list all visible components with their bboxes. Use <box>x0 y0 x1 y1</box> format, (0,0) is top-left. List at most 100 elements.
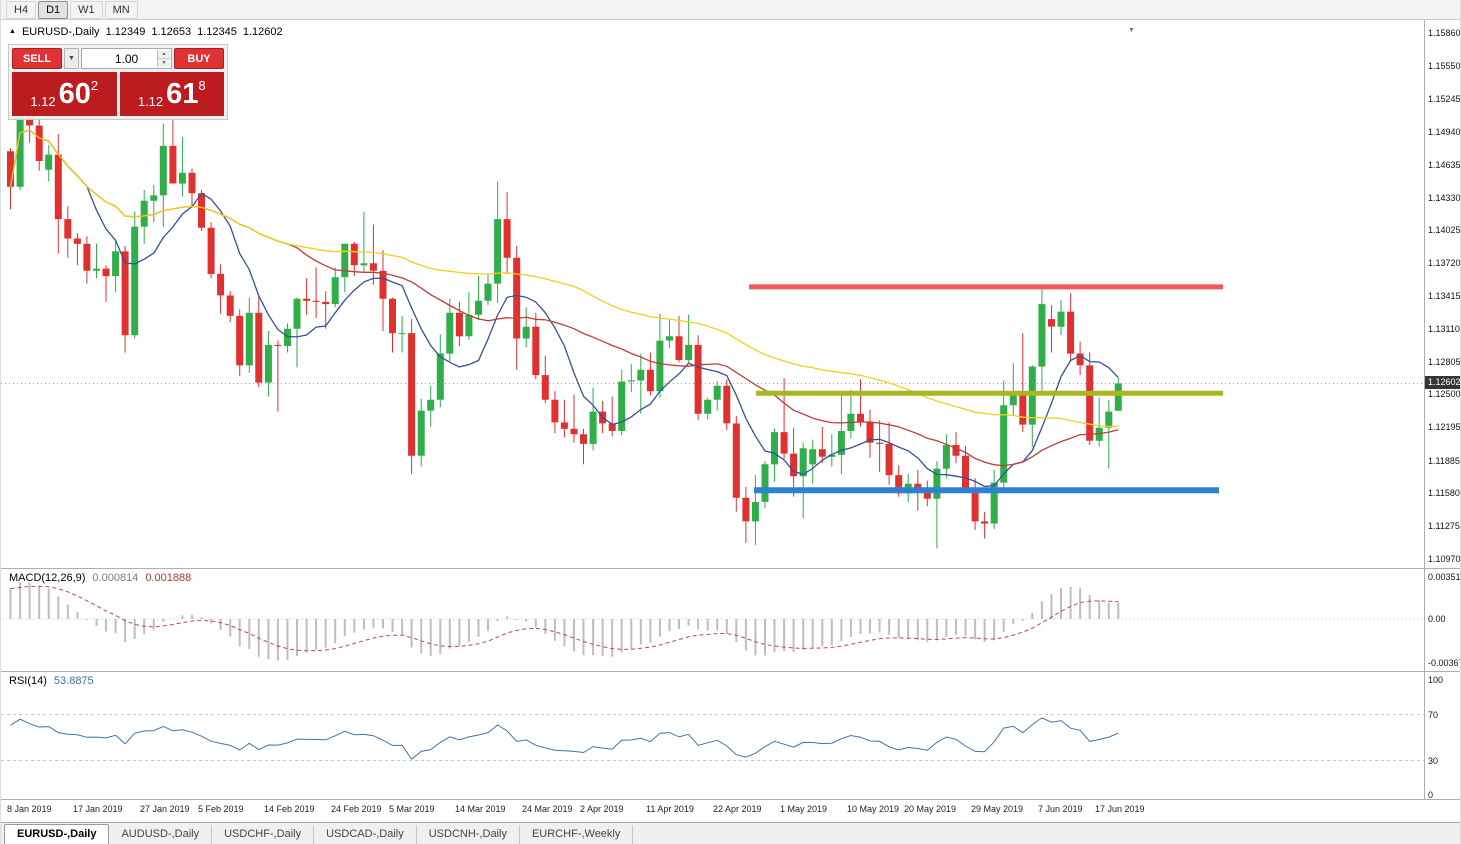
chart-tab-1[interactable]: EURUSD-,Daily <box>4 824 110 844</box>
current-price-badge: 1.12602 <box>1425 376 1460 389</box>
timeframe-button-mn[interactable]: MN <box>104 0 138 19</box>
date-axis-label: 29 May 2019 <box>971 804 1024 814</box>
rsi-name: RSI(14) <box>9 675 47 687</box>
chart-tab-2[interactable]: AUDUSD-,Daily <box>109 825 213 844</box>
price-axis-label: 1.10970 <box>1428 554 1461 564</box>
macd-axis-label: 0.003518 <box>1428 572 1461 582</box>
price-axis-label: 1.14025 <box>1428 225 1461 235</box>
ask-prefix: 1.12 <box>137 94 164 109</box>
date-axis-label: 2 Apr 2019 <box>580 804 624 814</box>
date-axis-label: 14 Mar 2019 <box>455 804 506 814</box>
date-axis-label: 7 Jun 2019 <box>1038 804 1083 814</box>
price-axis-label: 1.15860 <box>1428 28 1461 38</box>
volume-input[interactable]: 1.00 ▲ ▼ <box>81 48 172 69</box>
chart-shift-icon[interactable]: ▼ <box>1128 27 1135 34</box>
date-axis-label: 17 Jun 2019 <box>1095 804 1145 814</box>
macd-signal-line <box>10 585 1119 652</box>
down-candle-bodies <box>7 78 1094 524</box>
rsi-axis-label: 0 <box>1428 790 1434 800</box>
date-axis-separator <box>1 799 1460 800</box>
price-axis-label: 1.12805 <box>1428 357 1461 367</box>
spin-down-icon: ▼ <box>161 60 167 66</box>
panel-splitter-macd[interactable] <box>1 568 1460 569</box>
price-axis-label: 1.13415 <box>1428 291 1461 301</box>
date-axis-label: 10 May 2019 <box>847 804 900 814</box>
macd-axis-label: 0.00 <box>1428 614 1446 624</box>
price-axis-label: 1.15550 <box>1428 61 1461 71</box>
chart-tab-3[interactable]: USDCHF-,Daily <box>212 825 315 844</box>
rsi-axis-label: 70 <box>1428 710 1439 720</box>
price-axis-label: 1.12195 <box>1428 422 1461 432</box>
buy-button[interactable]: BUY <box>174 48 224 69</box>
rsi-axis-label: 100 <box>1428 675 1444 685</box>
date-axis-label: 5 Feb 2019 <box>198 804 244 814</box>
rsi-value: 53.8875 <box>53 675 94 687</box>
date-axis-label: 11 Apr 2019 <box>646 804 694 814</box>
date-axis-label: 20 May 2019 <box>904 804 957 814</box>
ohlc-open-value: 1.12349 <box>105 26 146 38</box>
volume-dropdown-button[interactable]: ▼ <box>64 48 79 69</box>
chart-tab-4[interactable]: USDCAD-,Daily <box>314 825 417 844</box>
bid-point: 2 <box>90 78 99 93</box>
chart-tab-6[interactable]: EURCHF-,Weekly <box>520 825 634 844</box>
date-axis-label: 1 May 2019 <box>780 804 828 814</box>
chevron-down-icon: ▼ <box>68 55 75 62</box>
timeframe-button-h4[interactable]: H4 <box>6 0 37 19</box>
date-axis-label: 8 Jan 2019 <box>7 804 52 814</box>
collapse-icon[interactable]: ▲ <box>9 27 16 35</box>
rsi-label: RSI(14) 53.8875 <box>9 675 94 687</box>
ask-pips: 61 <box>166 77 199 110</box>
price-axis-label: 1.11885 <box>1428 456 1460 466</box>
volume-decrease-button[interactable]: ▼ <box>158 59 170 67</box>
sell-button[interactable]: SELL <box>12 48 62 69</box>
rsi-line <box>10 717 1119 761</box>
rsi-indicator-canvas[interactable] <box>1 672 1426 799</box>
macd-main-value: 0.000814 <box>92 572 139 584</box>
ma-slow-line <box>9 129 1119 428</box>
date-axis-label: 27 Jan 2019 <box>140 804 190 814</box>
ask-point: 8 <box>198 78 206 93</box>
macd-signal-value: 0.001888 <box>145 572 192 584</box>
date-axis-label: 17 Jan 2019 <box>73 804 123 814</box>
macd-indicator-canvas[interactable] <box>1 569 1426 670</box>
volume-spinner: ▲ ▼ <box>157 50 170 67</box>
price-axis-separator <box>1424 20 1425 800</box>
macd-histogram <box>9 582 1120 661</box>
timeframe-toolbar: H4 D1 W1 MN <box>1 0 1460 20</box>
chart-title: ▲ EURUSD-,Daily 1.12349 1.12653 1.12345 … <box>9 26 283 38</box>
bid-prefix: 1.12 <box>30 94 56 109</box>
ma-fast-line <box>9 129 1119 488</box>
price-axis-label: 1.14330 <box>1428 193 1461 203</box>
price-axis-label: 1.13720 <box>1428 258 1461 268</box>
main-chart-canvas[interactable] <box>1 20 1426 568</box>
price-axis-label: 1.13110 <box>1428 324 1460 334</box>
macd-name: MACD(12,26,9) <box>9 572 86 584</box>
chart-symbol-label: EURUSD-,Daily <box>21 26 100 38</box>
panel-splitter-rsi[interactable] <box>1 671 1460 672</box>
price-axis-label: 1.11580 <box>1428 488 1460 498</box>
price-axis-label: 1.15245 <box>1428 94 1461 104</box>
bid-price-box[interactable]: 1.12 60 2 <box>12 72 117 116</box>
price-axis-label: 1.11275 <box>1428 521 1460 531</box>
date-axis-label: 24 Mar 2019 <box>522 804 573 814</box>
price-axis-label: 1.12500 <box>1428 389 1461 399</box>
trade-controls-row: SELL ▼ 1.00 ▲ ▼ BUY <box>12 48 224 69</box>
macd-axis-label: -0.00367 <box>1428 658 1461 668</box>
chart-tabs-bar: EURUSD-,Daily AUDUSD-,Daily USDCHF-,Daily U… <box>1 822 1460 844</box>
quote-row: 1.12 60 2 1.12 61 8 <box>12 72 224 116</box>
volume-increase-button[interactable]: ▲ <box>158 50 170 59</box>
rsi-axis-label: 30 <box>1428 756 1439 766</box>
date-axis: 8 Jan 2019 17 Jan 2019 27 Jan 2019 5 Feb 20… <box>1 800 1424 820</box>
timeframe-button-w1[interactable]: W1 <box>70 0 103 19</box>
ohlc-close-value: 1.12602 <box>242 26 283 38</box>
ohlc-low-value: 1.12345 <box>197 26 237 38</box>
bid-pips: 60 <box>58 77 91 110</box>
date-axis-label: 22 Apr 2019 <box>713 804 762 814</box>
date-axis-label: 24 Feb 2019 <box>331 804 382 814</box>
ask-price-box[interactable]: 1.12 61 8 <box>119 72 224 116</box>
date-axis-label: 5 Mar 2019 <box>389 804 435 814</box>
timeframe-button-d1[interactable]: D1 <box>38 0 69 19</box>
chart-tab-5[interactable]: USDCNH-,Daily <box>417 825 520 844</box>
date-axis-label: 14 Feb 2019 <box>264 804 315 814</box>
